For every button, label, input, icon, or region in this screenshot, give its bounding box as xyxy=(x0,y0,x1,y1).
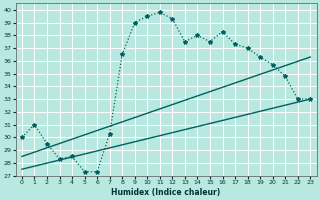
X-axis label: Humidex (Indice chaleur): Humidex (Indice chaleur) xyxy=(111,188,221,197)
